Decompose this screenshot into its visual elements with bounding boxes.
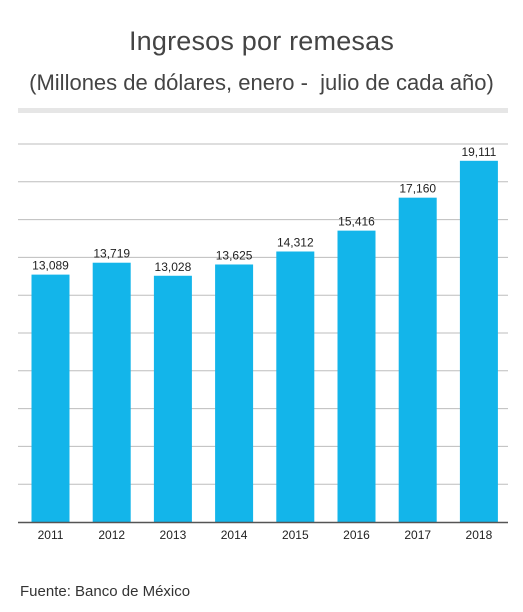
x-tick-label: 2014 <box>221 528 248 542</box>
value-label: 15,416 <box>338 215 375 229</box>
x-tick-label: 2011 <box>38 528 64 542</box>
title-divider <box>18 108 508 113</box>
value-label: 13,089 <box>32 259 69 273</box>
bar-chart: 13,089 13,719 13,028 13,625 14,312 15,416 17,1… <box>18 143 508 542</box>
value-label: 13,719 <box>93 247 130 261</box>
source-note: Fuente: Banco de México <box>20 583 191 600</box>
x-tick-label: 2016 <box>343 528 370 542</box>
bars <box>31 160 498 522</box>
value-label: 13,028 <box>155 260 192 274</box>
bar-2013 <box>153 275 192 522</box>
bar-2011 <box>31 274 70 522</box>
bar-2012 <box>92 262 131 522</box>
x-tick-label: 2013 <box>160 528 187 542</box>
value-label: 19,111 <box>461 145 496 159</box>
x-tick-label: 2015 <box>282 528 309 542</box>
x-tick-label: 2018 <box>466 528 493 542</box>
value-label: 17,160 <box>399 182 436 196</box>
chart-subtitle: (Millones de dólares, enero - julio de c… <box>29 70 494 95</box>
bar-2016 <box>337 230 376 522</box>
bar-2018 <box>459 160 498 522</box>
value-label: 14,312 <box>277 236 314 250</box>
value-label: 13,625 <box>216 248 253 262</box>
chart-title: Ingresos por remesas <box>128 26 395 56</box>
bar-2014 <box>215 264 254 522</box>
x-tick-label: 2017 <box>404 528 431 542</box>
x-tick-label: 2012 <box>98 528 125 542</box>
bar-2015 <box>276 251 315 522</box>
x-axis: 2011 2012 2013 2014 2015 2016 2017 2018 <box>18 521 508 542</box>
value-labels: 13,089 13,719 13,028 13,625 14,312 15,416 17,1… <box>32 145 497 274</box>
bar-2017 <box>398 197 437 522</box>
